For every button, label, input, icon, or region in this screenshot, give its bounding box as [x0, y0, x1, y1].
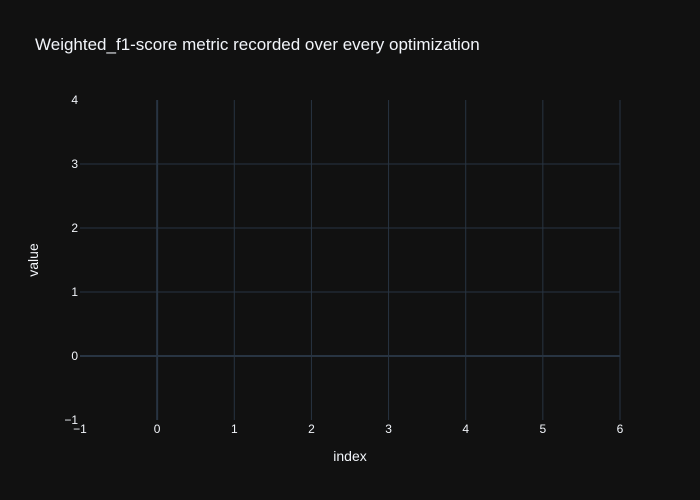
x-tick-label: 0: [154, 422, 161, 436]
y-tick-label: 0: [71, 349, 78, 363]
y-tick-label: −1: [64, 413, 78, 427]
x-tick-label: 4: [462, 422, 469, 436]
chart-title: Weighted_f1-score metric recorded over e…: [35, 35, 480, 54]
x-tick-label: 5: [540, 422, 547, 436]
y-tick-label: 3: [71, 157, 78, 171]
y-tick-label: 2: [71, 221, 78, 235]
x-axis-title: index: [333, 448, 366, 464]
y-axis-title: value: [25, 243, 41, 277]
x-tick-label: 1: [231, 422, 238, 436]
x-tick-label: 6: [617, 422, 624, 436]
x-tick-label: 2: [308, 422, 315, 436]
y-tick-label: 1: [71, 285, 78, 299]
x-tick-label: 3: [385, 422, 392, 436]
y-tick-label: 4: [71, 93, 78, 107]
